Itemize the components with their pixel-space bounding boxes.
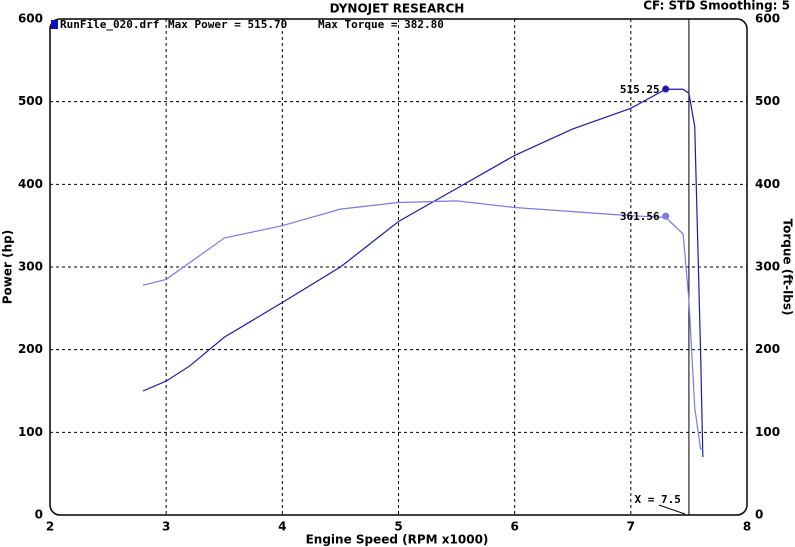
legend-run: RunFile_020.drf bbox=[60, 18, 159, 31]
cursor-pointer bbox=[658, 504, 686, 515]
x-tick-label: 4 bbox=[278, 520, 286, 534]
legend-max-torque: Max Torque = 382.80 bbox=[318, 18, 444, 31]
cursor-label: X = 7.5 bbox=[635, 493, 681, 506]
x-tick-label: 8 bbox=[743, 520, 751, 534]
marker-point bbox=[662, 212, 670, 220]
y2-tick-label: 200 bbox=[755, 342, 780, 356]
marker-label: 361.56 bbox=[620, 210, 660, 223]
chart-title: DYNOJET RESEARCH bbox=[330, 2, 465, 16]
series-line bbox=[142, 200, 703, 450]
y-tick-label: 0 bbox=[35, 508, 43, 522]
y2-tick-label: 0 bbox=[755, 508, 763, 522]
y-tick-label: 200 bbox=[18, 342, 43, 356]
x-tick-label: 7 bbox=[627, 520, 635, 534]
x-axis-label: Engine Speed (RPM x1000) bbox=[306, 533, 489, 547]
y-axis-label: Power (hp) bbox=[1, 230, 15, 304]
settings-text: CF: STD Smoothing: 5 bbox=[643, 0, 790, 13]
marker-label: 515.25 bbox=[620, 83, 660, 96]
y-tick-label: 300 bbox=[18, 260, 43, 274]
y2-tick-label: 500 bbox=[755, 94, 780, 108]
y2-tick-label: 100 bbox=[755, 425, 780, 439]
x-tick-label: 3 bbox=[162, 520, 170, 534]
y-tick-label: 100 bbox=[18, 425, 43, 439]
legend-swatch bbox=[51, 20, 58, 29]
series-line bbox=[142, 88, 704, 458]
legend-max-power: Max Power = 515.70 bbox=[168, 18, 287, 31]
x-tick-label: 5 bbox=[394, 520, 402, 534]
x-tick-label: 6 bbox=[510, 520, 518, 534]
y-tick-label: 500 bbox=[18, 94, 43, 108]
y-tick-label: 600 bbox=[18, 12, 43, 26]
x-tick-label: 2 bbox=[46, 520, 54, 534]
y2-tick-label: 400 bbox=[755, 177, 780, 191]
y2-tick-label: 600 bbox=[755, 12, 780, 26]
marker-point bbox=[662, 85, 670, 93]
y-tick-label: 400 bbox=[18, 177, 43, 191]
y2-tick-label: 300 bbox=[755, 260, 780, 274]
y2-axis-label: Torque (ft-lbs) bbox=[781, 219, 795, 316]
